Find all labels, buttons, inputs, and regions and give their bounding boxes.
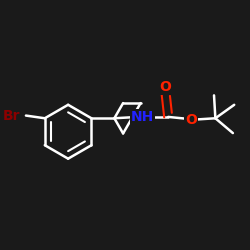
Text: O: O — [160, 80, 172, 94]
Text: NH: NH — [131, 110, 154, 124]
Text: O: O — [185, 112, 197, 126]
Text: Br: Br — [3, 108, 20, 122]
